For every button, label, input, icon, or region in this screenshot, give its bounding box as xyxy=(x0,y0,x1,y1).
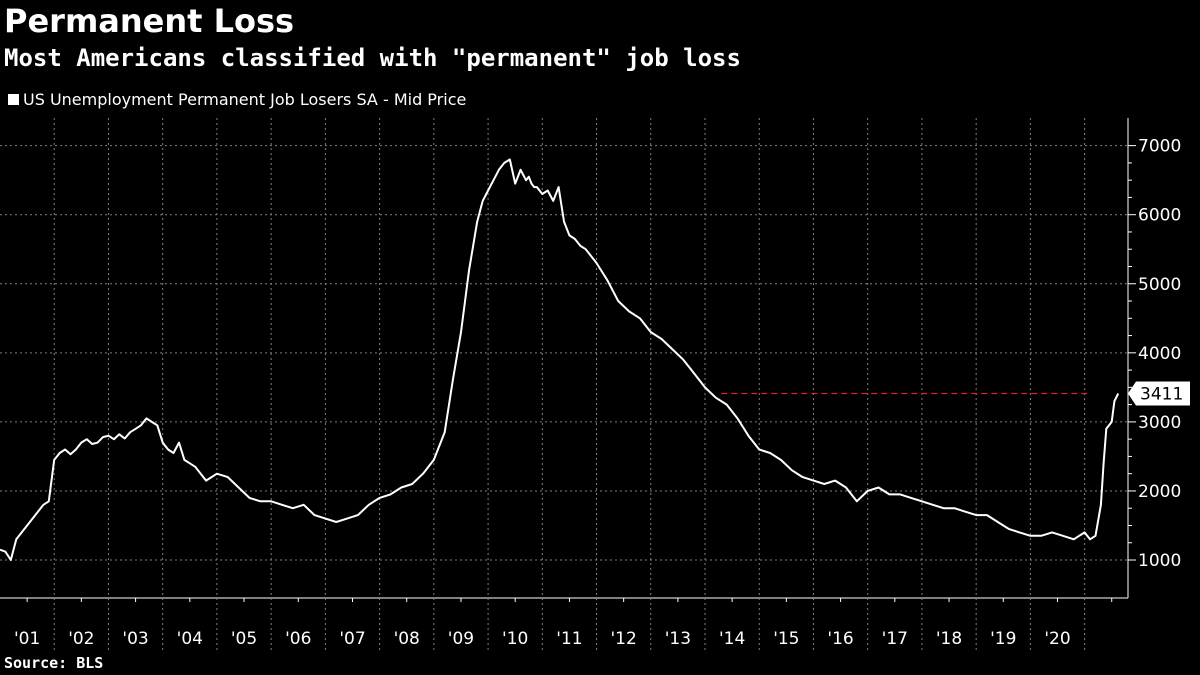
x-tick-label: '14 xyxy=(719,629,745,649)
x-tick-label: '07 xyxy=(339,629,365,649)
x-tick-label: '15 xyxy=(773,629,799,649)
y-tick-label: 3000 xyxy=(1138,413,1181,433)
x-tick-label: '11 xyxy=(556,629,582,649)
x-tick-label: '20 xyxy=(1044,629,1070,649)
x-tick-label: '18 xyxy=(936,629,962,649)
y-tick-label: 4000 xyxy=(1138,344,1181,364)
x-tick-label: '13 xyxy=(665,629,691,649)
source-note: Source: BLS xyxy=(4,654,104,672)
x-tick-label: '06 xyxy=(285,629,311,649)
last-value-label: 3411 xyxy=(1140,384,1183,404)
x-tick-label: '17 xyxy=(882,629,908,649)
y-tick-label: 1000 xyxy=(1138,551,1181,571)
chart-title: Permanent Loss xyxy=(4,2,295,40)
legend-label: US Unemployment Permanent Job Losers SA … xyxy=(23,90,467,109)
x-tick-label: '01 xyxy=(14,629,40,649)
y-tick-label: 5000 xyxy=(1138,275,1181,295)
x-tick-label: '19 xyxy=(990,629,1016,649)
chart-subtitle: Most Americans classified with "permanen… xyxy=(4,44,741,72)
y-tick-label: 6000 xyxy=(1138,206,1181,226)
y-tick-label: 2000 xyxy=(1138,482,1181,502)
x-tick-label: '05 xyxy=(231,629,257,649)
legend: US Unemployment Permanent Job Losers SA … xyxy=(8,90,466,109)
x-tick-label: '03 xyxy=(122,629,148,649)
x-tick-label: '12 xyxy=(610,629,636,649)
y-tick-label: 7000 xyxy=(1138,137,1181,157)
x-tick-label: '16 xyxy=(827,629,853,649)
last-value-flag xyxy=(1128,381,1190,406)
x-tick-label: '10 xyxy=(502,629,528,649)
x-tick-label: '09 xyxy=(448,629,474,649)
legend-swatch xyxy=(8,94,19,105)
x-tick-label: '04 xyxy=(177,629,203,649)
x-tick-label: '02 xyxy=(68,629,94,649)
x-tick-label: '08 xyxy=(394,629,420,649)
series-line xyxy=(0,158,1120,561)
